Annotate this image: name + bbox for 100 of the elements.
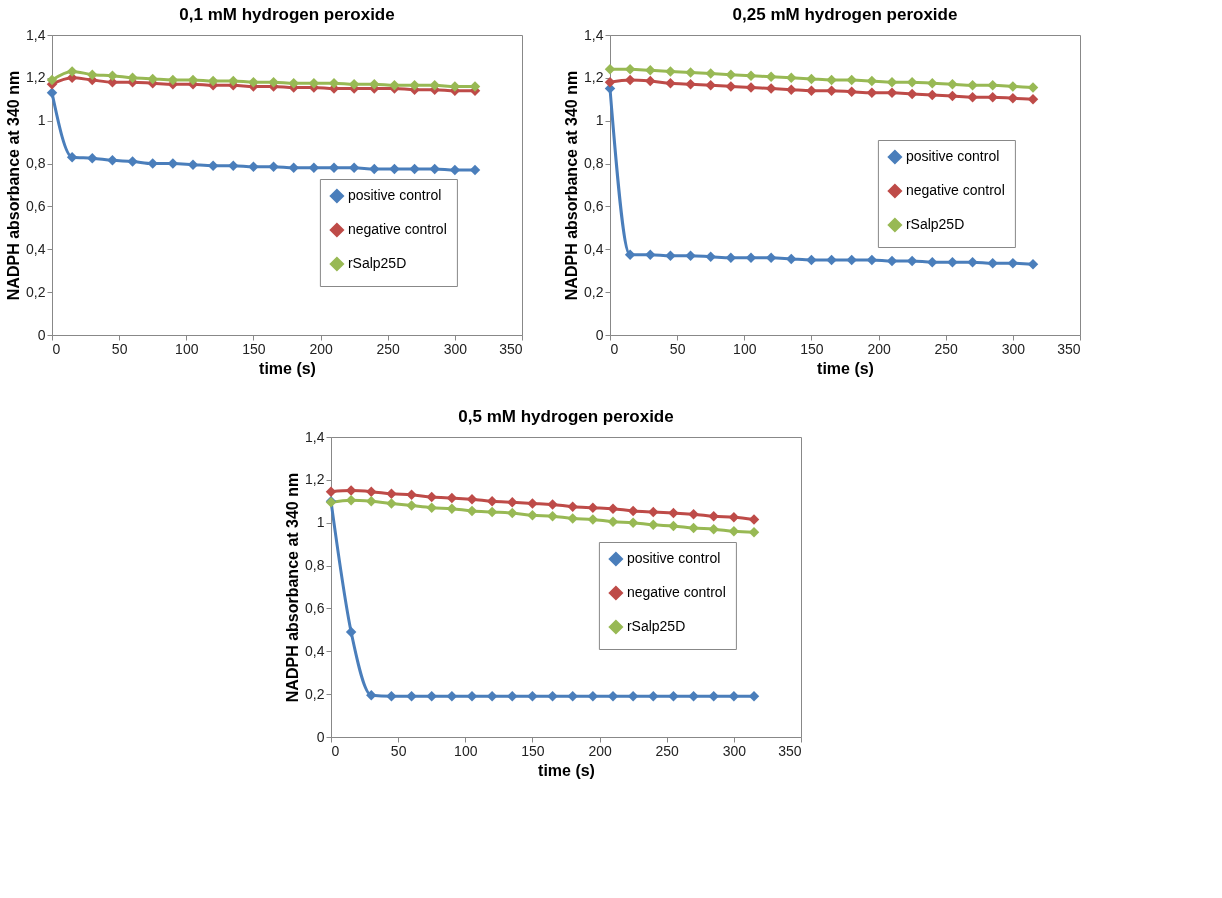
point xyxy=(288,77,299,89)
legend-label: negative control xyxy=(905,182,1005,198)
point xyxy=(927,89,938,101)
point xyxy=(486,496,498,507)
y-tick-label: 1,2 xyxy=(26,69,46,86)
point xyxy=(786,72,797,84)
x-tick-label: 300 xyxy=(722,742,747,759)
point xyxy=(507,507,518,519)
point xyxy=(466,691,478,702)
x-tick-label: 200 xyxy=(867,340,891,357)
point xyxy=(688,691,699,702)
y-tick-label: 0 xyxy=(37,326,46,343)
point xyxy=(648,691,659,702)
y-tick-label: 0,4 xyxy=(584,240,604,257)
point xyxy=(527,691,538,702)
x-tick-label: 300 xyxy=(1001,340,1026,357)
point xyxy=(927,256,938,268)
x-tick-label: 50 xyxy=(390,742,407,759)
point xyxy=(406,489,417,501)
point xyxy=(688,508,699,520)
point xyxy=(268,76,279,88)
x-tick-label: 50 xyxy=(111,340,128,357)
point xyxy=(705,251,716,263)
point xyxy=(648,519,659,531)
point xyxy=(268,161,279,173)
point xyxy=(648,506,659,518)
point xyxy=(507,691,518,702)
point xyxy=(665,250,676,261)
point xyxy=(228,75,239,87)
point xyxy=(947,256,958,268)
chart-title: 0,1 mM hydrogen peroxide xyxy=(179,5,395,24)
chart-title: 0,5 mM hydrogen peroxide xyxy=(458,407,674,426)
point xyxy=(107,155,118,166)
point xyxy=(66,151,78,163)
point xyxy=(386,691,397,702)
point xyxy=(87,69,98,80)
point xyxy=(604,76,616,88)
point xyxy=(366,496,377,507)
point xyxy=(1027,82,1039,93)
y-tick-label: 0,8 xyxy=(26,155,46,172)
legend-label: negative control xyxy=(626,584,726,600)
point xyxy=(967,80,978,91)
point xyxy=(846,254,857,266)
point xyxy=(947,79,958,90)
point xyxy=(567,691,578,702)
point xyxy=(46,74,58,86)
point xyxy=(886,87,898,99)
point xyxy=(806,254,817,266)
point xyxy=(668,520,679,532)
legend-label: positive control xyxy=(905,148,1000,164)
point xyxy=(685,79,696,90)
y-tick-label: 0,2 xyxy=(305,685,325,702)
x-tick-label: 150 xyxy=(521,742,545,759)
point xyxy=(967,256,978,268)
point xyxy=(708,523,719,535)
x-tick-label: 350 xyxy=(778,742,802,759)
y-tick-label: 0 xyxy=(595,326,604,343)
point xyxy=(429,80,440,91)
x-tick-label: 100 xyxy=(175,340,199,357)
point xyxy=(765,83,777,94)
point xyxy=(409,163,420,175)
point xyxy=(826,85,837,96)
point xyxy=(806,73,817,85)
point xyxy=(248,76,259,88)
point xyxy=(386,498,397,509)
y-tick-label: 0,8 xyxy=(584,155,604,172)
point xyxy=(665,77,676,89)
point xyxy=(685,250,696,261)
point xyxy=(708,511,719,522)
x-axis-title: time (s) xyxy=(259,359,316,377)
x-tick-label: 250 xyxy=(934,340,959,357)
point xyxy=(665,66,676,77)
point xyxy=(369,163,380,175)
point xyxy=(748,527,760,538)
point xyxy=(107,70,118,81)
y-tick-label: 1,4 xyxy=(26,26,46,43)
point xyxy=(745,82,757,93)
point xyxy=(886,76,898,88)
point xyxy=(645,75,656,87)
point xyxy=(607,691,619,702)
point xyxy=(547,511,558,522)
point xyxy=(328,162,340,174)
legend-label: positive control xyxy=(626,550,721,566)
point xyxy=(846,74,857,86)
point xyxy=(366,486,377,497)
point xyxy=(345,485,357,496)
point xyxy=(369,79,380,90)
x-tick-label: 150 xyxy=(800,340,824,357)
x-tick-label: 0 xyxy=(610,340,619,357)
point xyxy=(748,514,760,525)
point xyxy=(288,162,299,174)
point xyxy=(466,493,478,505)
point xyxy=(386,488,397,500)
y-tick-label: 0,4 xyxy=(305,642,325,659)
point xyxy=(786,84,797,95)
point xyxy=(826,74,837,86)
point xyxy=(688,522,699,534)
point xyxy=(547,499,558,510)
point xyxy=(527,498,538,509)
x-tick-label: 150 xyxy=(242,340,266,357)
